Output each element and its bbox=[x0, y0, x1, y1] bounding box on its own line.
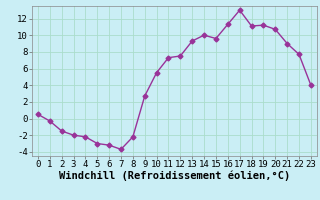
X-axis label: Windchill (Refroidissement éolien,°C): Windchill (Refroidissement éolien,°C) bbox=[59, 171, 290, 181]
